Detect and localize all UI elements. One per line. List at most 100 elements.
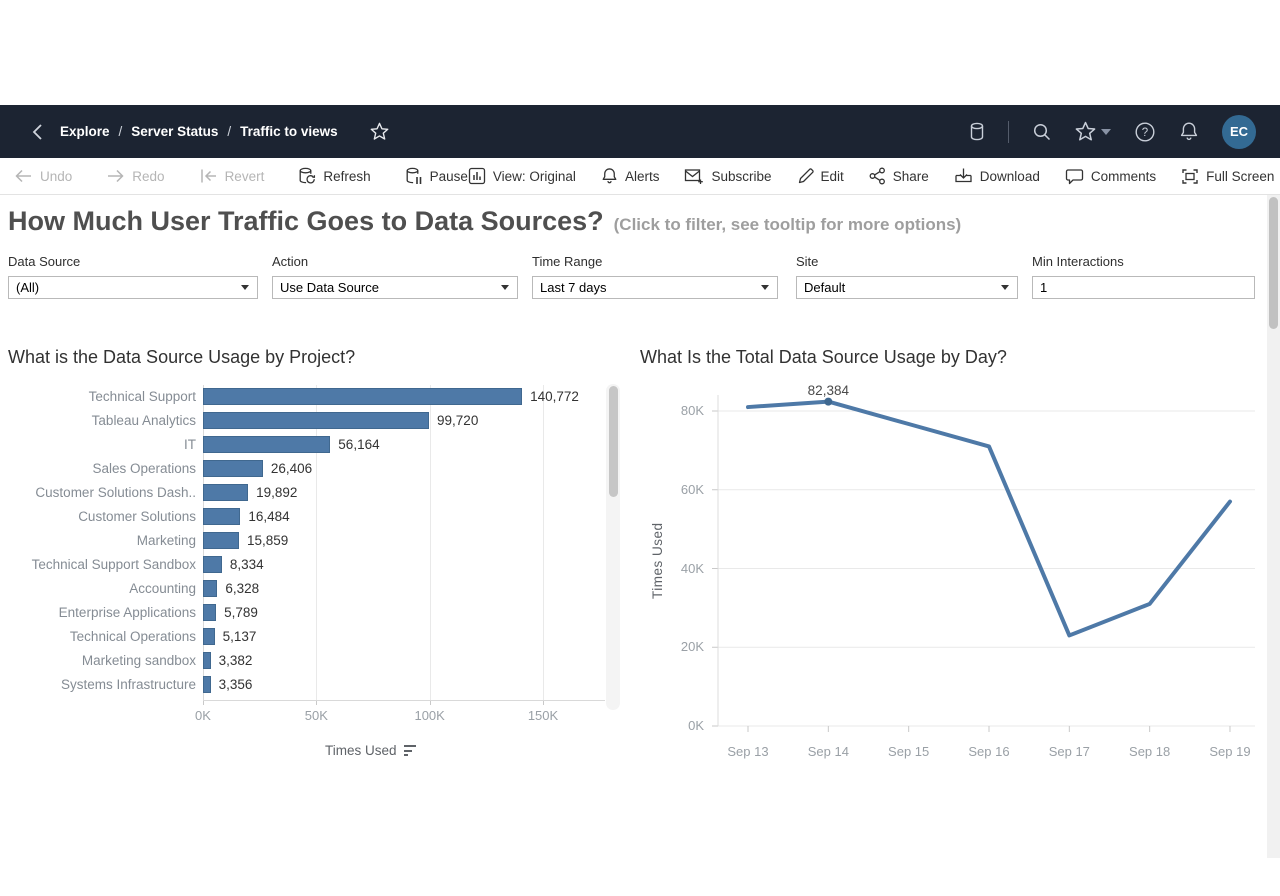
breadcrumb-separator: / — [118, 124, 123, 139]
bar-category-label: Technical Support Sandbox — [31, 557, 196, 572]
comments-label: Comments — [1090, 168, 1157, 184]
bar-gridline — [543, 385, 544, 700]
bar[interactable] — [203, 388, 523, 405]
bar-chart-title: What is the Data Source Usage by Project… — [8, 347, 356, 367]
line-chart-plot[interactable]: 82,384 — [710, 383, 1263, 740]
breadcrumb-explore[interactable]: Explore — [60, 124, 110, 139]
bar-x-axis-title[interactable]: Times Used — [325, 743, 417, 758]
download-button[interactable]: Download — [954, 167, 1040, 185]
user-avatar[interactable]: EC — [1222, 114, 1256, 149]
time-range-value: Last 7 days — [540, 280, 607, 295]
line-y-tick-label: 20K — [680, 639, 704, 655]
bar[interactable] — [203, 580, 218, 597]
bar-chart-scrollbar[interactable] — [606, 384, 620, 710]
sort-descending-icon[interactable] — [403, 745, 417, 756]
bar-axis-tick — [429, 700, 431, 705]
bar-value-label: 19,892 — [256, 485, 298, 500]
bar[interactable] — [203, 628, 215, 645]
bar-axis-tick — [203, 700, 204, 705]
refresh-button[interactable]: Refresh — [298, 167, 371, 186]
page-scrollbar-thumb[interactable] — [1269, 197, 1278, 329]
bar-row: Customer Solutions 16,484 — [8, 505, 608, 529]
bar-category-label: Customer Solutions — [78, 509, 196, 524]
bar-category-label: Technical Support — [88, 389, 196, 404]
breadcrumb: Explore / Server Status / Traffic to vie… — [60, 124, 338, 139]
line-x-tick-label: Sep 19 — [1209, 744, 1251, 759]
line-chart: Times Used 82,384 0K 20K 40K 60K 80K Sep 13 Se… — [640, 383, 1272, 783]
filter-action: Action Use Data Source — [272, 254, 518, 299]
bar-row: Accounting 6,328 — [8, 577, 608, 601]
redo-button[interactable]: Redo — [106, 168, 165, 184]
filter-label: Data Source — [8, 254, 81, 269]
filter-label: Site — [796, 254, 819, 269]
data-source-dropdown[interactable]: (All) — [8, 276, 258, 299]
bar-axis-tick — [543, 700, 544, 705]
bar-row: Enterprise Applications 5,789 — [8, 601, 608, 625]
bar[interactable] — [203, 676, 211, 693]
bar[interactable] — [203, 484, 249, 501]
bar-x-axis-title-label: Times Used — [325, 743, 397, 758]
bar-value-label: 16,484 — [248, 509, 290, 524]
help-icon[interactable]: ? — [1134, 121, 1156, 143]
site-dropdown[interactable]: Default — [796, 276, 1018, 299]
line-x-tick-label: Sep 13 — [727, 744, 769, 759]
view-toolbar: Undo Redo Revert Refresh Pause View — [0, 158, 1280, 195]
subscribe-button[interactable]: Subscribe — [684, 167, 772, 185]
bar[interactable] — [203, 532, 239, 549]
view-original-button[interactable]: View: Original — [468, 167, 576, 185]
line-x-tick-label: Sep 18 — [1129, 744, 1171, 759]
bar-value-label: 5,137 — [222, 629, 257, 644]
full-screen-label: Full Screen — [1206, 168, 1275, 184]
back-icon[interactable] — [30, 123, 46, 141]
bar-row: Technical Support 140,772 — [8, 385, 608, 409]
breadcrumb-traffic-to-views[interactable]: Traffic to views — [240, 124, 338, 139]
line-x-tick-label: Sep 16 — [968, 744, 1010, 759]
search-icon[interactable] — [1032, 122, 1052, 142]
bar[interactable] — [203, 556, 222, 573]
line-y-tick-label: 0K — [688, 718, 704, 733]
bar-row: Sales Operations 26,406 — [8, 457, 608, 481]
bar-axis-tick-label: 0K — [195, 708, 211, 723]
revert-label: Revert — [224, 168, 265, 184]
full-screen-button[interactable]: Full Screen — [1181, 168, 1274, 185]
data-source-icon[interactable] — [969, 122, 985, 142]
pause-button[interactable]: Pause — [405, 167, 468, 186]
undo-button[interactable]: Undo — [14, 168, 72, 184]
line-chart-title: What Is the Total Data Source Usage by D… — [640, 347, 1007, 367]
bar-gridline — [429, 385, 431, 700]
bar-category-label: Marketing — [136, 533, 196, 548]
bar[interactable] — [203, 508, 241, 525]
bar[interactable] — [203, 436, 331, 453]
comments-button[interactable]: Comments — [1065, 168, 1156, 185]
favorites-menu[interactable] — [1075, 121, 1111, 142]
filter-label: Time Range — [532, 254, 603, 269]
page-subtitle: (Click to filter, see tooltip for more o… — [613, 215, 962, 234]
bar-chart: 0K 50K 100K 150K Technical Support 140,772 Tab… — [8, 383, 608, 768]
usage-line-series[interactable] — [746, 399, 1232, 638]
alerts-label: Alerts — [624, 168, 660, 184]
line-x-tick-label: Sep 17 — [1048, 744, 1090, 759]
bar-row: Systems Infrastructure 3,356 — [8, 673, 608, 697]
bar-value-label: 5,789 — [224, 605, 258, 620]
notifications-bell-icon[interactable] — [1179, 121, 1199, 142]
bar-chart-scrollbar-thumb[interactable] — [608, 386, 618, 497]
bar-value-label: 56,164 — [338, 437, 380, 452]
filter-time-range: Time Range Last 7 days — [532, 254, 778, 299]
min-interactions-input[interactable] — [1032, 276, 1255, 299]
action-dropdown[interactable]: Use Data Source — [272, 276, 518, 299]
alerts-button[interactable]: Alerts — [601, 167, 660, 185]
bar[interactable] — [203, 412, 430, 429]
line-point-marker[interactable] — [824, 397, 833, 406]
favorite-star-icon[interactable] — [370, 122, 389, 141]
bar[interactable] — [203, 652, 211, 669]
revert-button[interactable]: Revert — [199, 168, 265, 184]
bar-gridline — [316, 385, 318, 700]
breadcrumb-server-status[interactable]: Server Status — [131, 124, 219, 139]
bar[interactable] — [203, 460, 263, 477]
filter-min-interactions: Min Interactions — [1032, 254, 1255, 299]
page-scrollbar[interactable] — [1267, 195, 1280, 858]
share-button[interactable]: Share — [869, 167, 929, 185]
time-range-dropdown[interactable]: Last 7 days — [532, 276, 778, 299]
edit-button[interactable]: Edit — [797, 167, 844, 185]
bar[interactable] — [203, 604, 217, 621]
